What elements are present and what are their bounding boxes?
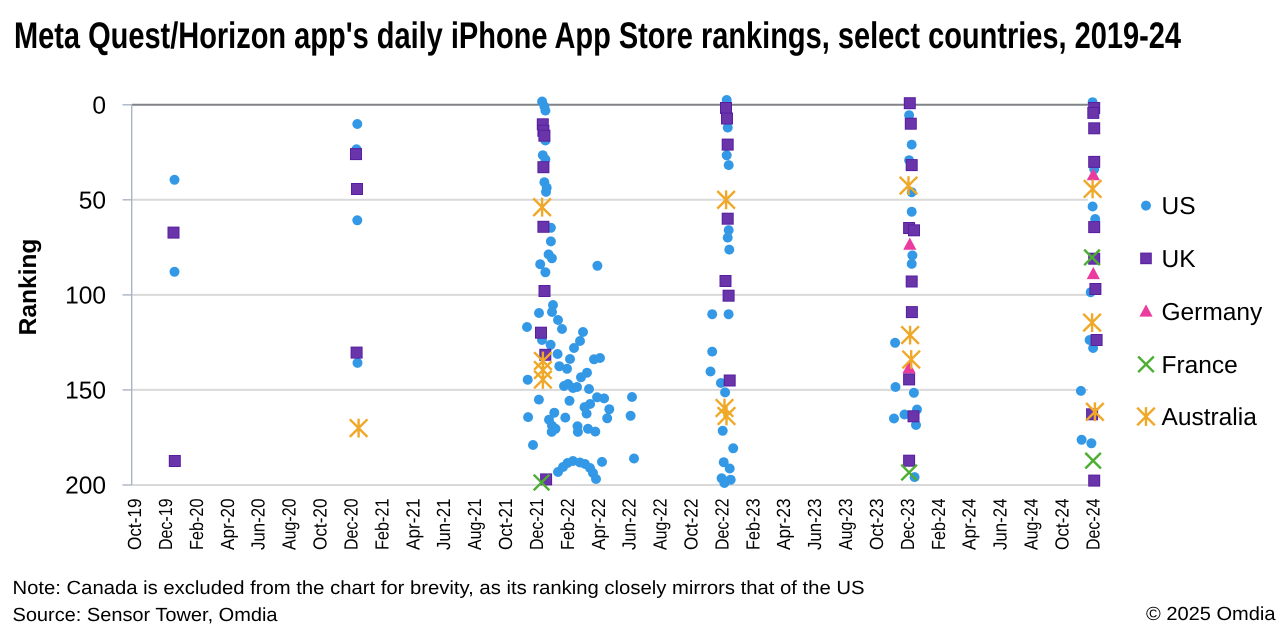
svg-text:Aug-24: Aug-24: [1022, 498, 1043, 550]
svg-text:Germany: Germany: [1162, 299, 1264, 326]
svg-text:Feb-22: Feb-22: [558, 499, 579, 551]
svg-text:Dec-21: Dec-21: [527, 499, 548, 551]
svg-text:Oct-20: Oct-20: [311, 499, 332, 551]
svg-text:Apr-22: Apr-22: [589, 499, 610, 551]
svg-text:Dec-19: Dec-19: [156, 499, 177, 551]
svg-text:France: France: [1162, 352, 1238, 379]
svg-text:Oct-22: Oct-22: [682, 499, 703, 551]
svg-text:Meta Quest/Horizon app's daily: Meta Quest/Horizon app's daily iPhone Ap…: [14, 15, 1181, 56]
svg-text:Oct-19: Oct-19: [125, 499, 146, 551]
svg-text:Jun-20: Jun-20: [249, 499, 270, 551]
svg-text:Jun-21: Jun-21: [434, 499, 455, 551]
svg-text:Aug-22: Aug-22: [651, 499, 672, 551]
svg-text:Oct-23: Oct-23: [867, 499, 888, 551]
svg-text:Apr-21: Apr-21: [403, 499, 424, 551]
svg-text:Feb-24: Feb-24: [929, 498, 950, 550]
svg-text:UK: UK: [1162, 246, 1197, 273]
svg-text:Feb-20: Feb-20: [187, 499, 208, 551]
svg-text:Oct-21: Oct-21: [496, 499, 517, 551]
svg-text:Apr-24: Apr-24: [960, 498, 981, 550]
svg-text:US: US: [1162, 193, 1196, 220]
svg-text:Dec-24: Dec-24: [1083, 498, 1104, 550]
svg-text:Jun-23: Jun-23: [805, 499, 826, 551]
svg-text:Jun-24: Jun-24: [991, 498, 1012, 550]
svg-text:Source: Sensor Tower, Omdia: Source: Sensor Tower, Omdia: [13, 605, 278, 626]
svg-text:Ranking: Ranking: [15, 239, 42, 336]
svg-text:50: 50: [79, 187, 106, 214]
svg-text:Dec-20: Dec-20: [342, 499, 363, 551]
svg-text:Aug-21: Aug-21: [465, 499, 486, 551]
svg-text:Apr-20: Apr-20: [218, 499, 239, 551]
svg-text:Note: Canada is excluded from: Note: Canada is excluded from the chart …: [13, 578, 865, 599]
svg-text:Feb-23: Feb-23: [743, 499, 764, 551]
svg-text:© 2025 Omdia: © 2025 Omdia: [1146, 604, 1276, 625]
svg-text:Jun-22: Jun-22: [620, 499, 641, 551]
svg-text:200: 200: [65, 473, 106, 500]
svg-text:Oct-24: Oct-24: [1052, 498, 1073, 550]
svg-text:Apr-23: Apr-23: [774, 499, 795, 551]
svg-text:Feb-21: Feb-21: [372, 499, 393, 551]
svg-text:150: 150: [65, 378, 106, 405]
svg-text:Dec-22: Dec-22: [712, 499, 733, 551]
svg-text:100: 100: [65, 283, 106, 310]
svg-text:Dec-23: Dec-23: [898, 499, 919, 551]
svg-text:Aug-20: Aug-20: [280, 499, 301, 551]
svg-text:0: 0: [92, 92, 106, 119]
svg-text:Australia: Australia: [1162, 404, 1258, 431]
svg-text:Aug-23: Aug-23: [836, 499, 857, 551]
